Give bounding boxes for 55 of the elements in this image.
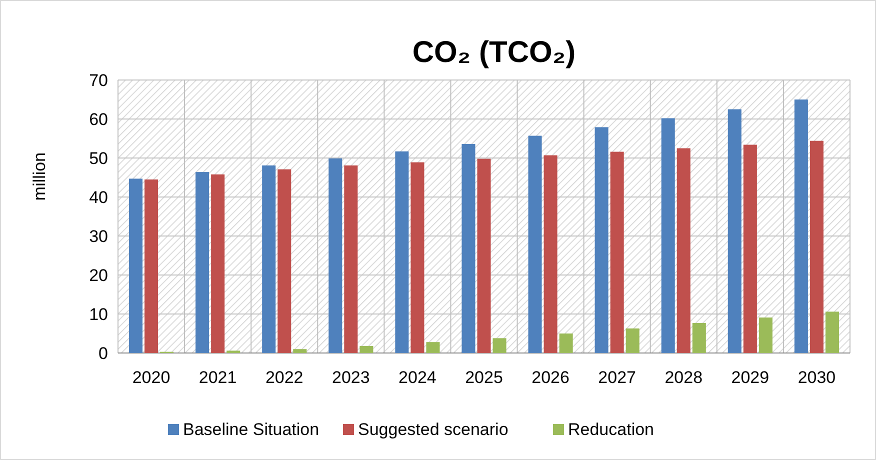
- bar: [462, 144, 476, 353]
- bar: [426, 342, 440, 353]
- y-tick-label: 20: [89, 266, 108, 285]
- x-tick-label: 2027: [598, 368, 636, 387]
- x-tick-label: 2028: [664, 368, 703, 387]
- bar: [144, 179, 158, 353]
- bar: [328, 158, 342, 353]
- bar: [528, 136, 542, 353]
- bar: [492, 338, 506, 353]
- bar: [395, 151, 409, 353]
- x-tick-label: 2026: [532, 368, 570, 387]
- bar: [610, 152, 624, 353]
- x-tick-label: 2020: [132, 368, 170, 387]
- bar: [810, 140, 824, 353]
- x-tick-label: 2021: [198, 368, 237, 387]
- bar: [211, 174, 225, 353]
- bar: [477, 158, 491, 353]
- bar: [196, 172, 210, 353]
- y-axis-title: million: [30, 152, 49, 201]
- y-tick-label: 30: [89, 226, 108, 246]
- bar: [692, 322, 706, 353]
- y-tick-label: 50: [89, 148, 108, 168]
- bar: [728, 109, 742, 353]
- bar: [410, 162, 424, 353]
- y-tick-label: 70: [89, 70, 108, 90]
- bar: [360, 346, 374, 353]
- bar: [544, 155, 558, 353]
- bar: [825, 312, 840, 353]
- bar: [758, 318, 772, 353]
- x-tick-label: 2023: [332, 368, 370, 387]
- y-tick-label: 10: [89, 304, 108, 324]
- x-tick-label: 2022: [265, 368, 304, 387]
- x-tick-label: 2030: [798, 368, 836, 387]
- chart-title: CO₂ (TCO₂): [412, 36, 576, 69]
- bar: [559, 334, 573, 353]
- bar: [794, 100, 808, 353]
- y-tick-label: 40: [89, 188, 108, 207]
- bar: [594, 127, 608, 353]
- legend-label: Baseline Situation: [183, 420, 320, 439]
- bar: [278, 169, 292, 353]
- y-tick-label: 0: [98, 344, 108, 363]
- bar: [743, 144, 757, 353]
- bar: [661, 118, 675, 353]
- bar: [344, 165, 358, 353]
- x-tick-label: 2029: [731, 368, 770, 387]
- x-tick-label: 2024: [398, 368, 436, 387]
- bar: [626, 328, 640, 353]
- bar: [293, 349, 307, 353]
- bar: [262, 165, 276, 353]
- x-tick-label: 2025: [465, 368, 503, 387]
- legend-label: Reducation: [568, 420, 654, 439]
- bar: [128, 178, 143, 353]
- y-tick-label: 60: [89, 110, 108, 129]
- legend-label: Suggested scenario: [358, 420, 508, 439]
- bar: [676, 148, 690, 353]
